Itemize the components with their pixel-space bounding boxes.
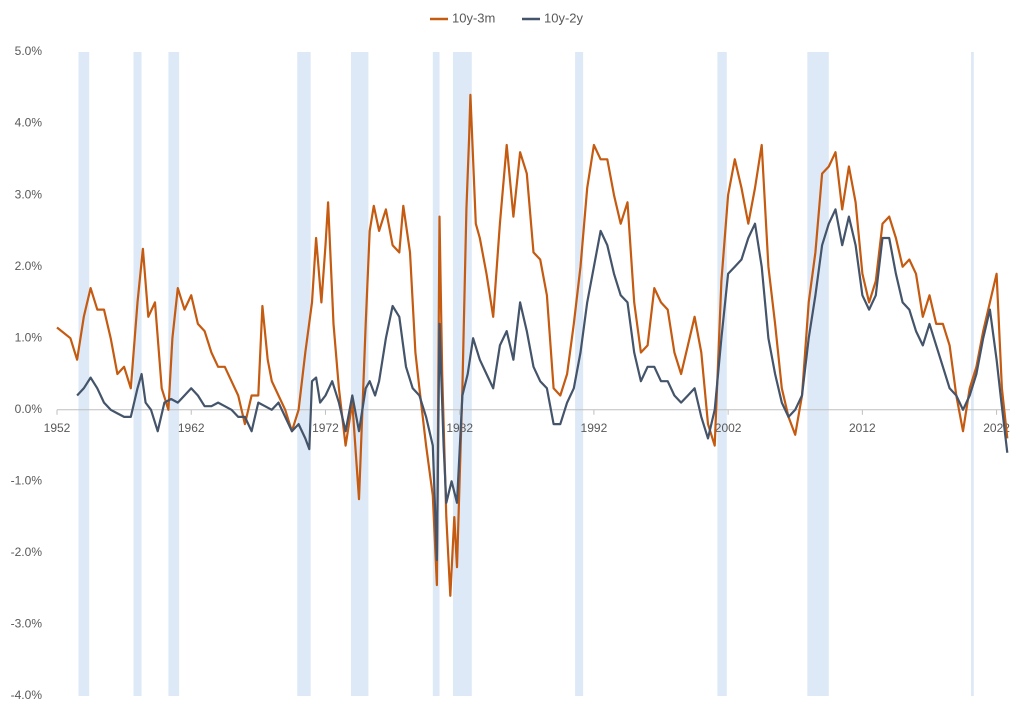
x-tick-label: 2012 (849, 421, 876, 435)
recession-band (297, 52, 311, 696)
recession-band (432, 52, 440, 696)
x-tick-label: 1992 (581, 421, 608, 435)
y-tick-label: -1.0% (11, 474, 43, 488)
legend-label: 10y-2y (544, 10, 584, 25)
recession-band (575, 52, 584, 696)
x-tick-label: 1952 (44, 421, 71, 435)
series-line (76, 208, 1009, 562)
recession-band (717, 52, 727, 696)
y-tick-label: 4.0% (15, 116, 43, 130)
recession-band (168, 52, 180, 696)
y-tick-label: 0.0% (15, 402, 43, 416)
recession-band (350, 52, 369, 696)
y-tick-label: 1.0% (15, 330, 43, 344)
y-tick-label: 3.0% (15, 187, 43, 201)
x-tick-label: 1962 (178, 421, 205, 435)
recession-band (78, 52, 90, 696)
y-tick-label: -4.0% (11, 688, 43, 702)
series-line (56, 93, 1009, 597)
y-tick-label: -3.0% (11, 617, 43, 631)
recession-band (807, 52, 829, 696)
x-tick-label: 2002 (715, 421, 742, 435)
recession-band (971, 52, 974, 696)
y-tick-label: 5.0% (15, 44, 43, 58)
recession-band (133, 52, 142, 696)
legend-label: 10y-3m (452, 10, 495, 25)
y-tick-label: -2.0% (11, 545, 43, 559)
x-tick-label: 1972 (312, 421, 339, 435)
y-tick-label: 2.0% (15, 259, 43, 273)
